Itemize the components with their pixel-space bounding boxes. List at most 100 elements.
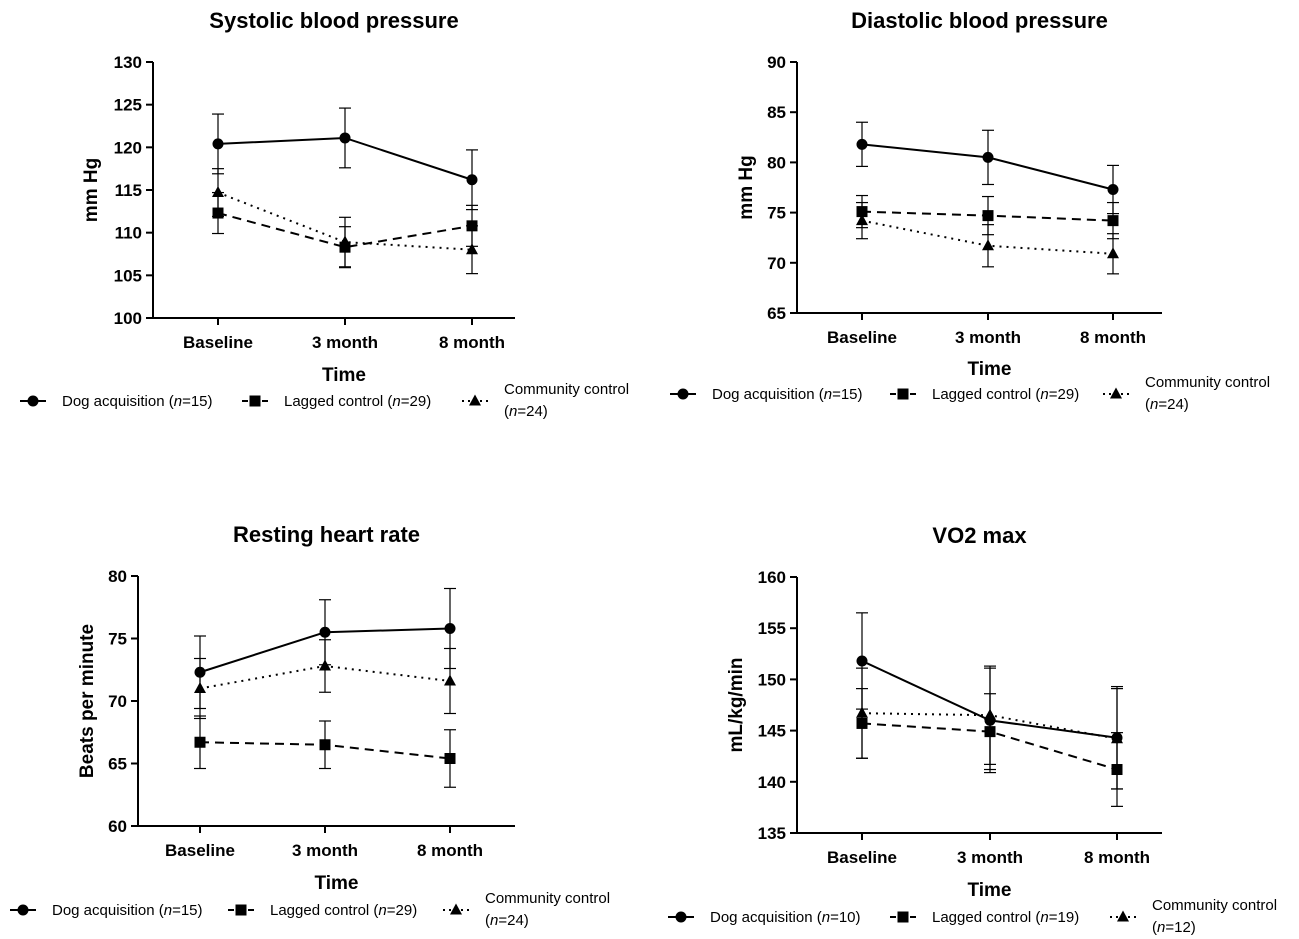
legend-label: Community control: [504, 381, 629, 398]
data-point: [339, 132, 351, 144]
y-tick-label: 70: [108, 692, 127, 711]
data-point: [1107, 184, 1119, 196]
x-tick-label: Baseline: [827, 848, 897, 867]
legend-label: (n=12): [1152, 919, 1196, 936]
y-tick-label: 140: [758, 773, 786, 792]
chart-panel-4: VO2 max 135 140 145 150 155 160 Baseline 3 month…: [668, 523, 1277, 936]
legend: Dog acquisition (n=15) Lagged control (n=…: [670, 374, 1270, 413]
y-tick-label: 120: [114, 138, 142, 157]
legend: Dog acquisition (n=15) Lagged control (n=…: [10, 890, 610, 929]
series-line: [217, 212, 473, 249]
legend-marker: [450, 903, 462, 915]
series-1: [856, 121, 1119, 215]
legend-label: Community control: [1152, 897, 1277, 914]
y-tick-label: 90: [767, 53, 786, 72]
data-point: [319, 626, 331, 638]
y-tick-label: 75: [108, 630, 127, 649]
data-point: [856, 214, 868, 226]
y-tick-label: 130: [114, 53, 142, 72]
chart-title: Resting heart rate: [233, 522, 420, 547]
series-3: [856, 201, 1119, 275]
x-axis-label: Time: [322, 365, 366, 386]
data-point: [982, 151, 994, 163]
data-point: [444, 674, 456, 686]
data-point: [466, 174, 478, 186]
y-tick-label: 160: [758, 568, 786, 587]
legend-label: Community control: [1145, 374, 1270, 391]
x-tick-label: Baseline: [183, 333, 253, 352]
legend-item-1: Dog acquisition (n=10): [668, 909, 861, 926]
x-tick-label: 8 month: [417, 841, 483, 860]
legend: Dog acquisition (n=10) Lagged control (n=…: [668, 897, 1277, 936]
legend-marker: [17, 904, 29, 916]
data-point: [319, 659, 331, 671]
chart-panel-2: Diastolic blood pressure 65 70 75 80 85 90 Base…: [670, 8, 1270, 413]
legend-item-1: Dog acquisition (n=15): [670, 386, 863, 403]
series-3: [194, 639, 456, 720]
y-tick-label: 100: [114, 309, 142, 328]
x-tick-label: 8 month: [1080, 328, 1146, 347]
data-point: [856, 706, 868, 718]
legend-marker: [897, 911, 909, 923]
y-tick-label: 110: [115, 224, 142, 243]
y-tick-label: 150: [758, 670, 786, 689]
x-axis-label: Time: [967, 359, 1011, 380]
legend-label: Lagged control (n=29): [932, 386, 1079, 403]
y-axis-label: mm Hg: [81, 158, 102, 222]
y-tick-label: 125: [114, 96, 142, 115]
data-point: [212, 186, 224, 198]
legend-marker: [469, 394, 481, 406]
x-axis-label: Time: [314, 873, 358, 894]
legend-marker: [235, 904, 247, 916]
y-tick-label: 85: [767, 103, 786, 122]
data-point: [194, 682, 206, 693]
legend-item-3: Community control (n=24): [443, 890, 610, 929]
legend-item-3: Community control (n=12): [1110, 897, 1277, 936]
x-tick-label: 3 month: [955, 328, 1021, 347]
y-tick-label: 115: [115, 181, 142, 200]
data-point: [856, 138, 868, 150]
legend-label: (n=24): [504, 403, 548, 420]
legend-label: Dog acquisition (n=15): [712, 386, 863, 403]
y-tick-label: 155: [758, 619, 786, 638]
chart-panel-3: Resting heart rate 60 65 70 75 80 Baseline 3 mo…: [10, 522, 610, 929]
legend-label: (n=24): [485, 912, 529, 929]
data-point: [856, 655, 868, 667]
data-point: [982, 210, 994, 222]
data-point: [194, 736, 206, 748]
series-3: [856, 665, 1123, 790]
x-axis-label: Time: [967, 880, 1011, 901]
y-tick-label: 80: [767, 153, 786, 172]
legend-label: Lagged control (n=19): [932, 909, 1079, 926]
data-point: [444, 623, 456, 634]
legend-item-2: Lagged control (n=29): [890, 386, 1079, 403]
data-point: [444, 753, 456, 764]
legend-label: Lagged control (n=29): [270, 902, 417, 919]
x-tick-label: 3 month: [292, 841, 358, 860]
series-1: [194, 587, 456, 710]
chart-title: Systolic blood pressure: [209, 8, 458, 33]
data-point: [212, 138, 224, 150]
series-line: [861, 219, 1114, 255]
y-tick-label: 80: [108, 567, 127, 586]
y-tick-label: 145: [758, 722, 786, 741]
legend-item-2: Lagged control (n=19): [890, 909, 1079, 926]
series-2: [194, 715, 456, 788]
data-point: [339, 235, 351, 247]
x-tick-label: 3 month: [312, 333, 378, 352]
y-tick-label: 65: [767, 304, 786, 323]
legend-marker: [1110, 387, 1122, 399]
legend-item-3: Community control (n=24): [1103, 374, 1270, 413]
data-point: [984, 708, 996, 720]
legend-item-2: Lagged control (n=29): [228, 902, 417, 919]
series-3: [212, 168, 478, 275]
data-point: [1107, 247, 1119, 259]
data-point: [1111, 732, 1123, 744]
legend-item-1: Dog acquisition (n=15): [10, 902, 203, 919]
data-point: [319, 739, 331, 751]
legend-label: Community control: [485, 890, 610, 907]
legend-item-2: Lagged control (n=29): [242, 393, 431, 410]
y-axis-label: mm Hg: [736, 155, 757, 219]
y-tick-label: 135: [758, 824, 786, 843]
chart-title: Diastolic blood pressure: [851, 8, 1108, 33]
